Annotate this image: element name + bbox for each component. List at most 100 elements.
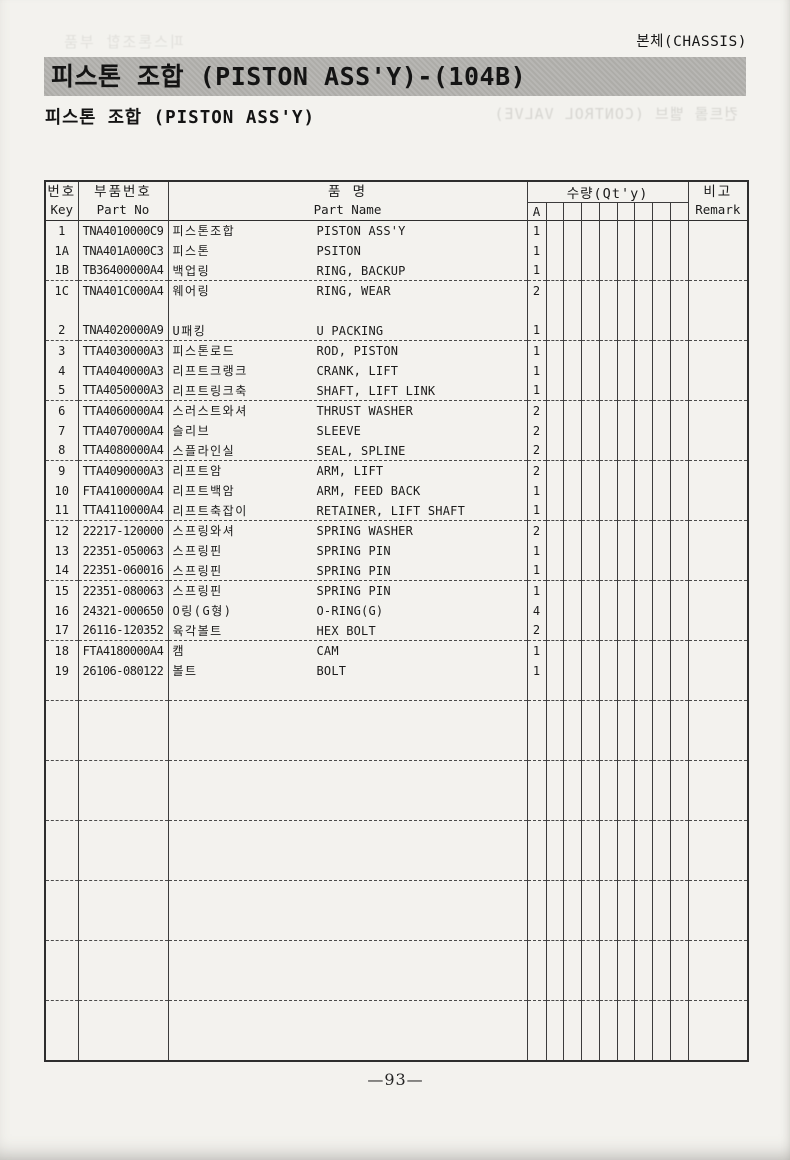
cell-qty-empty xyxy=(616,240,636,261)
cell-qty-empty xyxy=(545,980,565,1001)
cell-qty-empty xyxy=(563,740,582,761)
cell-qty-empty xyxy=(616,940,636,961)
cell-qty-empty xyxy=(634,420,653,441)
cell-remark xyxy=(687,900,749,921)
cell-part-no xyxy=(77,860,169,881)
empty-row xyxy=(44,860,749,881)
cell-qty-empty xyxy=(563,700,582,721)
cell-qty-a: 1 xyxy=(526,220,547,241)
cell-qty-empty xyxy=(616,660,636,681)
cell-qty-empty xyxy=(652,300,671,321)
cell-remark xyxy=(687,660,749,681)
cell-key xyxy=(44,300,79,321)
empty-row xyxy=(44,940,749,961)
cell-remark xyxy=(687,880,749,901)
cell-qty-empty xyxy=(545,400,565,421)
cell-part-no xyxy=(77,1040,169,1061)
cell-qty-a xyxy=(526,300,547,321)
cell-qty-empty xyxy=(563,320,582,341)
cell-qty-empty xyxy=(634,740,653,761)
cell-qty-empty xyxy=(563,640,582,661)
cell-qty-empty xyxy=(652,680,671,701)
cell-part-name: 스프링와셔 SPRING WASHER xyxy=(167,520,528,541)
cell-qty-a: 2 xyxy=(526,280,547,301)
cell-qty-empty xyxy=(634,620,653,641)
cell-part-no: TNA401C000A4 xyxy=(77,280,169,301)
cell-qty-a: 2 xyxy=(526,520,547,541)
cell-part-name: U패킹 U PACKING xyxy=(167,320,528,341)
part-name-korean: 피스톤 xyxy=(172,244,211,258)
cell-part-name xyxy=(167,740,528,761)
cell-qty-empty xyxy=(652,900,671,921)
cell-qty-empty xyxy=(545,380,565,401)
cell-qty-empty xyxy=(652,220,671,241)
cell-qty-empty xyxy=(669,1000,689,1021)
cell-qty-empty xyxy=(634,960,653,981)
cell-remark xyxy=(687,940,749,961)
cell-remark xyxy=(687,520,749,541)
cell-qty-empty xyxy=(563,720,582,741)
cell-qty-empty xyxy=(581,840,600,861)
cell-qty-empty xyxy=(669,520,689,541)
cell-qty-empty xyxy=(652,560,671,581)
cell-qty-empty xyxy=(669,400,689,421)
part-name-korean: 스프링핀 xyxy=(172,584,223,599)
cell-qty-empty xyxy=(598,1000,618,1021)
cell-qty-empty xyxy=(545,580,565,601)
part-name-english: U PACKING xyxy=(316,323,384,338)
cell-qty-empty xyxy=(669,760,689,781)
cell-qty-empty xyxy=(581,460,600,481)
cell-qty-empty xyxy=(616,360,636,381)
part-name-english: PSITON xyxy=(316,244,362,258)
cell-qty-empty xyxy=(616,780,636,801)
empty-row xyxy=(44,820,749,841)
part-name-korean: 볼트 xyxy=(172,664,198,678)
cell-qty-a xyxy=(526,960,547,981)
cell-qty-empty xyxy=(598,220,618,241)
cell-key: 7 xyxy=(44,420,79,441)
cell-part-no: TTA4110000A4 xyxy=(77,500,169,521)
cell-qty-empty xyxy=(616,700,636,721)
cell-part-no: TNA4020000A9 xyxy=(77,320,169,341)
cell-remark xyxy=(687,600,749,621)
cell-qty-empty xyxy=(598,740,618,761)
cell-qty-empty xyxy=(581,720,600,741)
cell-qty-a: 1 xyxy=(526,260,547,281)
cell-qty-empty xyxy=(598,280,618,301)
cell-part-name xyxy=(167,760,528,781)
cell-part-name: 리프트백암 ARM, FEED BACK xyxy=(167,480,528,501)
cell-qty-empty xyxy=(669,620,689,641)
cell-qty-empty xyxy=(652,860,671,881)
cell-qty-empty xyxy=(598,780,618,801)
qty-subcolumn xyxy=(545,202,565,221)
cell-qty-empty xyxy=(545,940,565,961)
column-header-part-name: 품 명 Part Name xyxy=(167,181,528,221)
part-name-english: SHAFT, LIFT LINK xyxy=(316,383,436,398)
part-row: 15 22351-080063 스프링핀 SPRING PIN 1 xyxy=(44,580,749,601)
cell-qty-empty xyxy=(634,460,653,481)
cell-part-name xyxy=(167,980,528,1001)
cell-part-name: 볼트 BOLT xyxy=(167,660,528,681)
cell-qty-empty xyxy=(545,460,565,481)
cell-qty-empty xyxy=(581,780,600,801)
cell-qty-a xyxy=(526,840,547,861)
part-name-korean: 육각볼트 xyxy=(172,623,223,638)
cell-qty-a: 1 xyxy=(526,500,547,521)
part-row: 1C TNA401C000A4 웨어링 RING, WEAR 2 xyxy=(44,280,749,301)
cell-qty-empty xyxy=(634,260,653,281)
cell-qty-empty xyxy=(634,940,653,961)
cell-remark xyxy=(687,220,749,241)
cell-qty-empty xyxy=(598,920,618,941)
cell-qty-a xyxy=(526,800,547,821)
part-name-korean: 리프트백암 xyxy=(172,484,236,498)
cell-qty-empty xyxy=(616,300,636,321)
cell-qty-empty xyxy=(545,480,565,501)
cell-part-no: FTA4180000A4 xyxy=(77,640,169,661)
cell-part-no xyxy=(77,800,169,821)
cell-qty-a xyxy=(526,1040,547,1061)
cell-qty-a: 2 xyxy=(526,400,547,421)
cell-qty-empty xyxy=(563,680,582,701)
cell-qty-empty xyxy=(669,220,689,241)
cell-qty-empty xyxy=(616,820,636,841)
